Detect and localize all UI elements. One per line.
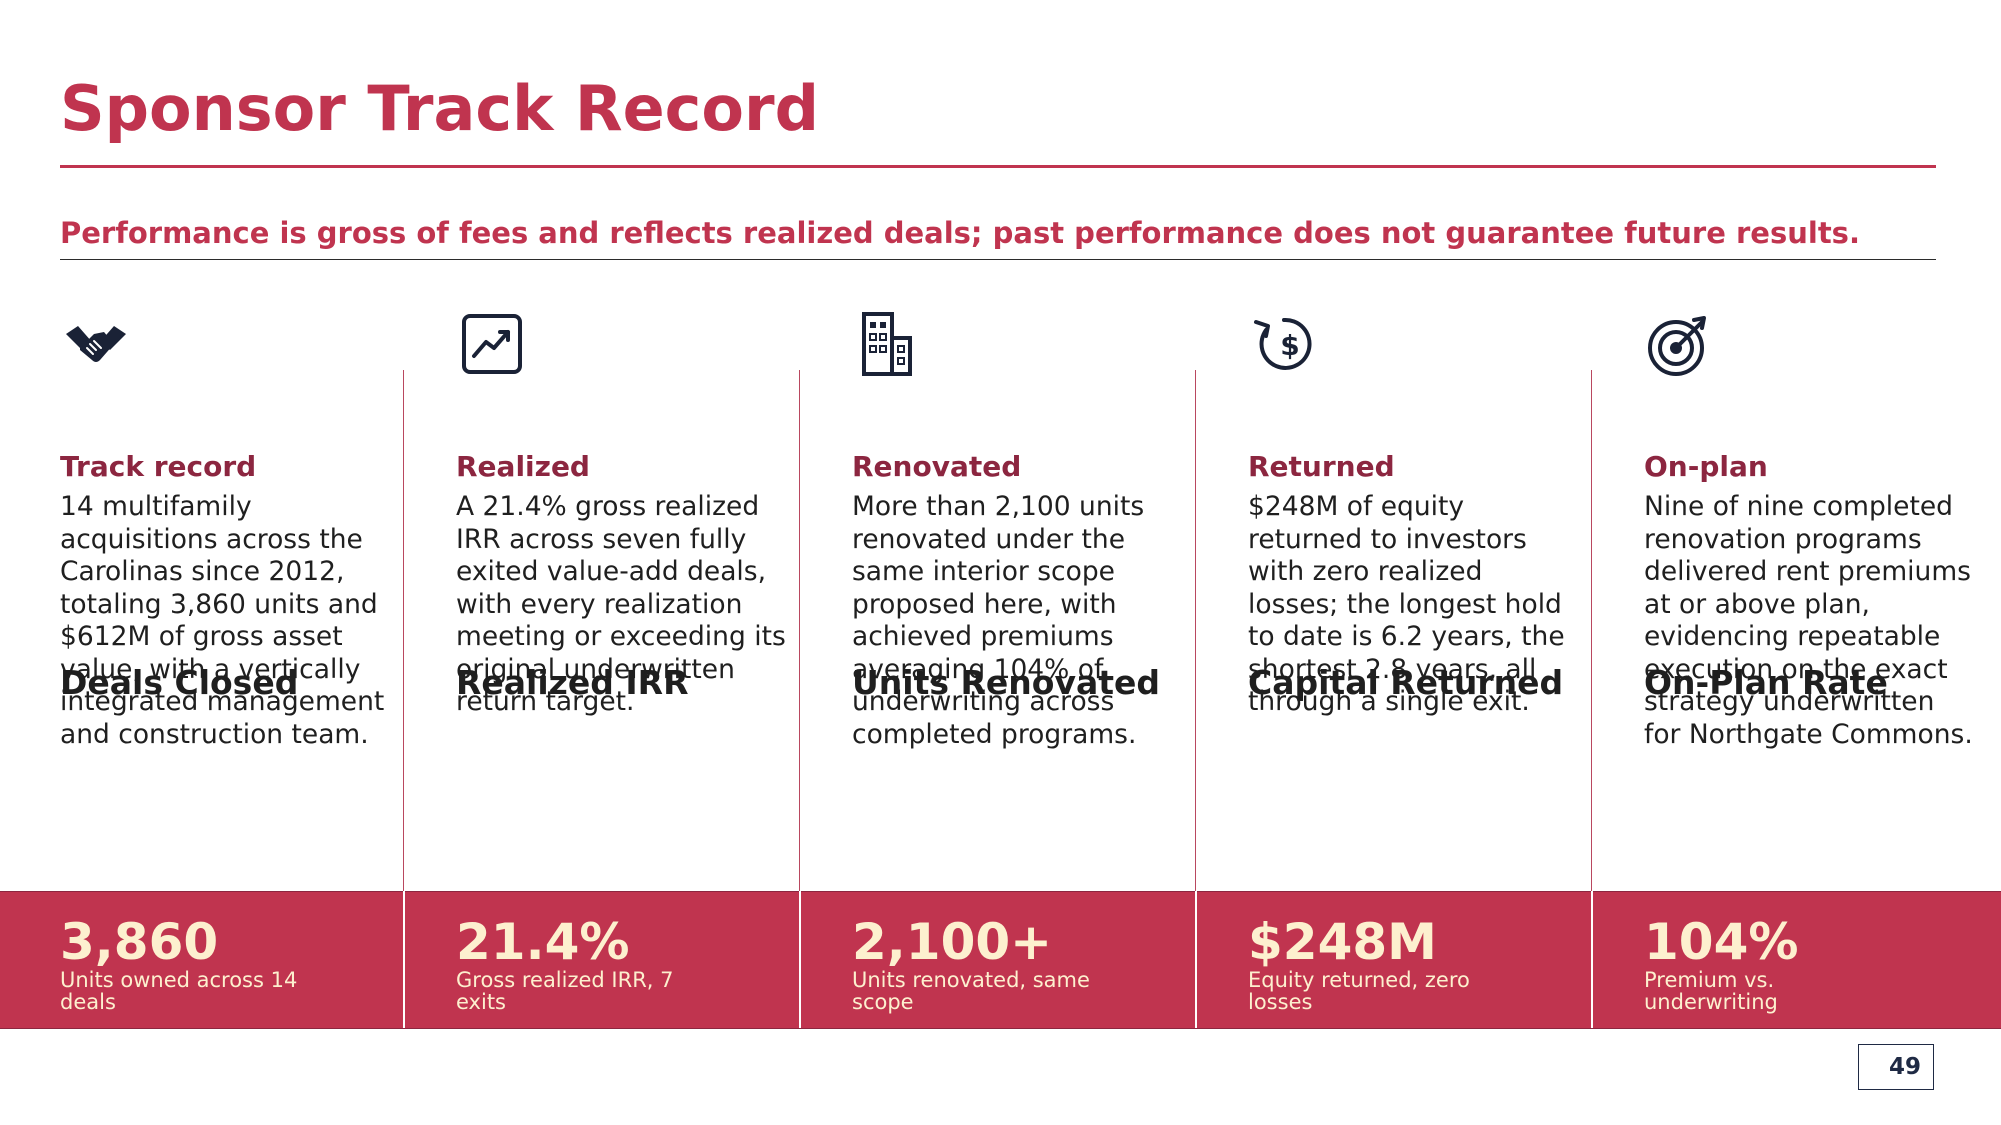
stat-label: Units owned across 14 deals: [60, 968, 298, 1014]
target-icon: [1644, 308, 1716, 380]
metric-description: Nine of nine completed renovation progra…: [1644, 491, 1973, 750]
metric-card-on-plan-rate: On-Plan Rate On-plan Nine of nine comple…: [1644, 300, 2001, 1027]
trend-chart-icon: [456, 308, 528, 380]
stat-label: Premium vs. underwriting: [1644, 968, 1778, 1014]
stat-value: 2,100+: [852, 913, 1053, 971]
stat-label: Equity returned, zero losses: [1248, 968, 1470, 1014]
metric-description: $248M of equity returned to investors wi…: [1248, 491, 1565, 717]
dollar-return-icon: $: [1248, 308, 1320, 380]
stat-divider: [403, 891, 405, 1028]
stat-divider: [1195, 891, 1197, 1028]
disclaimer-subtitle: Performance is gross of fees and reflect…: [60, 216, 1860, 250]
metric-heading: On-Plan Rate: [1644, 663, 1888, 703]
metric-subheading: Returned: [1248, 450, 1395, 483]
column-divider: [799, 370, 800, 1027]
column-divider: [1591, 370, 1592, 1027]
metric-description: A 21.4% gross realized IRR across seven …: [456, 491, 786, 717]
metric-subheading: Renovated: [852, 450, 1022, 483]
title-divider: [60, 165, 1936, 168]
stat-capital-returned: $248M Equity returned, zero losses: [1248, 917, 1578, 1013]
column-divider: [403, 370, 404, 1027]
stat-deals-closed: 3,860 Units owned across 14 deals: [60, 917, 390, 1013]
metric-subheading: Track record: [60, 450, 257, 483]
stat-value: 104%: [1644, 913, 1799, 971]
metric-description: 14 multifamily acquisitions across the C…: [60, 491, 385, 750]
stat-value: 3,860: [60, 913, 219, 971]
metric-card-deals-closed: Deals Closed Track record 14 multifamily…: [60, 300, 456, 1027]
metric-heading: Realized IRR: [456, 663, 689, 703]
page-title: Sponsor Track Record: [60, 72, 819, 145]
metric-subheading: Realized: [456, 450, 590, 483]
metric-heading: Units Renovated: [852, 663, 1161, 703]
stat-on-plan-rate: 104% Premium vs. underwriting: [1644, 917, 1974, 1013]
stat-value: 21.4%: [456, 913, 630, 971]
stat-value: $248M: [1248, 913, 1437, 971]
column-divider: [1195, 370, 1196, 1027]
metric-card-capital-returned: $ Capital Returned Returned $248M of equ…: [1248, 300, 1644, 1027]
stat-units-renovated: 2,100+ Units renovated, same scope: [852, 917, 1182, 1013]
stat-label: Units renovated, same scope: [852, 968, 1090, 1014]
svg-text:$: $: [1280, 329, 1299, 362]
stat-band: [0, 891, 2001, 1029]
metric-heading: Deals Closed: [60, 663, 299, 703]
stat-divider: [1591, 891, 1593, 1028]
stat-divider: [799, 891, 801, 1028]
building-icon: [852, 308, 924, 380]
subtitle-divider: [60, 259, 1936, 260]
metric-subheading: On-plan: [1644, 450, 1768, 483]
handshake-icon: [60, 308, 132, 380]
stat-label: Gross realized IRR, 7 exits: [456, 968, 674, 1014]
metric-heading: Capital Returned: [1248, 663, 1564, 703]
stat-realized-irr: 21.4% Gross realized IRR, 7 exits: [456, 917, 786, 1013]
metric-description: More than 2,100 units renovated under th…: [852, 491, 1145, 750]
metric-card-units-renovated: Units Renovated Renovated More than 2,10…: [852, 300, 1248, 1027]
page-number: 49: [1858, 1044, 1934, 1090]
metric-card-realized-irr: Realized IRR Realized A 21.4% gross real…: [456, 300, 852, 1027]
